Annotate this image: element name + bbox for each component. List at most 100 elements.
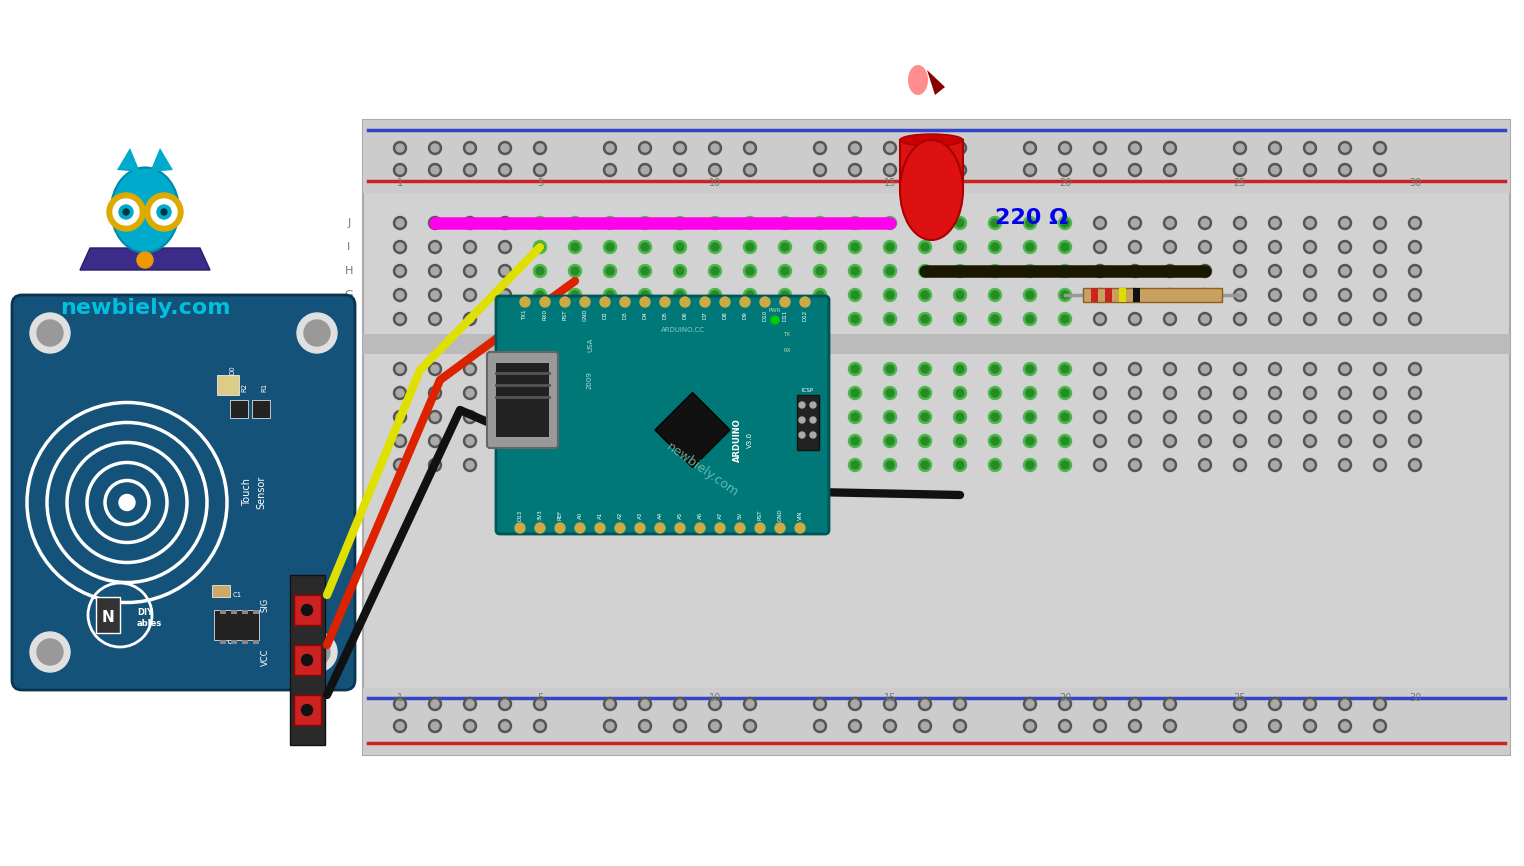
Circle shape [157,205,171,219]
Circle shape [463,435,477,448]
Circle shape [674,386,686,399]
Circle shape [677,291,684,299]
Circle shape [884,241,896,254]
Circle shape [815,365,824,373]
Text: U1: U1 [226,637,238,647]
Circle shape [850,267,860,275]
Circle shape [396,700,404,708]
Circle shape [1024,410,1036,423]
Circle shape [776,523,785,533]
Text: 25: 25 [1234,693,1247,703]
Circle shape [1026,219,1033,227]
Circle shape [428,458,442,471]
Circle shape [1233,458,1247,471]
Circle shape [1059,141,1071,154]
Circle shape [989,313,1001,326]
Bar [901,140,963,190]
Circle shape [780,267,789,275]
Circle shape [431,291,439,299]
Circle shape [919,410,931,423]
Circle shape [428,313,442,326]
Circle shape [568,264,582,277]
Circle shape [780,389,789,397]
Circle shape [1303,313,1317,326]
Circle shape [779,264,791,277]
Circle shape [954,435,966,448]
Circle shape [1271,700,1279,708]
Circle shape [533,720,547,733]
Circle shape [1338,288,1352,301]
Circle shape [498,697,512,710]
FancyBboxPatch shape [488,352,558,448]
Circle shape [1373,164,1387,177]
Circle shape [1059,458,1071,471]
Circle shape [1024,264,1036,277]
Circle shape [393,697,407,710]
Circle shape [920,700,930,708]
Circle shape [674,141,686,154]
Circle shape [498,241,512,254]
Circle shape [396,413,404,421]
Circle shape [1094,164,1106,177]
Bar [363,688,1510,755]
Circle shape [991,413,1000,421]
Circle shape [747,243,754,251]
Circle shape [780,243,789,251]
Circle shape [498,264,512,277]
Text: C: C [344,412,354,422]
Text: D5: D5 [663,311,668,319]
Circle shape [677,413,684,421]
Circle shape [428,164,442,177]
Circle shape [796,523,805,533]
Circle shape [709,216,721,229]
Ellipse shape [111,167,178,253]
Circle shape [674,410,686,423]
Circle shape [1059,386,1071,399]
Circle shape [1026,389,1033,397]
Circle shape [1163,458,1177,471]
Circle shape [850,315,860,323]
Circle shape [1233,216,1247,229]
Circle shape [885,722,895,730]
Circle shape [849,141,861,154]
Text: newbiely.com: newbiely.com [664,440,741,500]
Circle shape [677,243,684,251]
Circle shape [302,604,312,616]
Circle shape [1166,315,1173,323]
Circle shape [850,437,860,445]
Circle shape [849,216,861,229]
Circle shape [780,297,789,307]
Circle shape [1131,700,1138,708]
Text: RX0: RX0 [543,309,547,320]
Text: I: I [347,242,351,252]
Circle shape [744,141,756,154]
Circle shape [535,523,546,533]
Circle shape [814,313,826,326]
Circle shape [396,144,404,152]
Circle shape [1338,241,1352,254]
Circle shape [428,363,442,376]
Circle shape [920,267,930,275]
Text: R2: R2 [241,383,247,391]
Circle shape [393,313,407,326]
Bar [253,610,259,614]
Circle shape [539,297,550,307]
Circle shape [1268,458,1282,471]
Circle shape [396,365,404,373]
Circle shape [1201,219,1209,227]
Circle shape [1268,216,1282,229]
Circle shape [501,700,509,708]
Circle shape [850,144,860,152]
Circle shape [639,386,651,399]
Circle shape [815,461,824,469]
Circle shape [989,264,1001,277]
Circle shape [884,720,896,733]
Circle shape [1059,720,1071,733]
Text: D6: D6 [683,311,687,319]
Circle shape [498,164,512,177]
Circle shape [954,264,966,277]
Text: A1: A1 [597,512,602,519]
Circle shape [1306,315,1314,323]
Circle shape [1303,141,1317,154]
Circle shape [712,389,719,397]
